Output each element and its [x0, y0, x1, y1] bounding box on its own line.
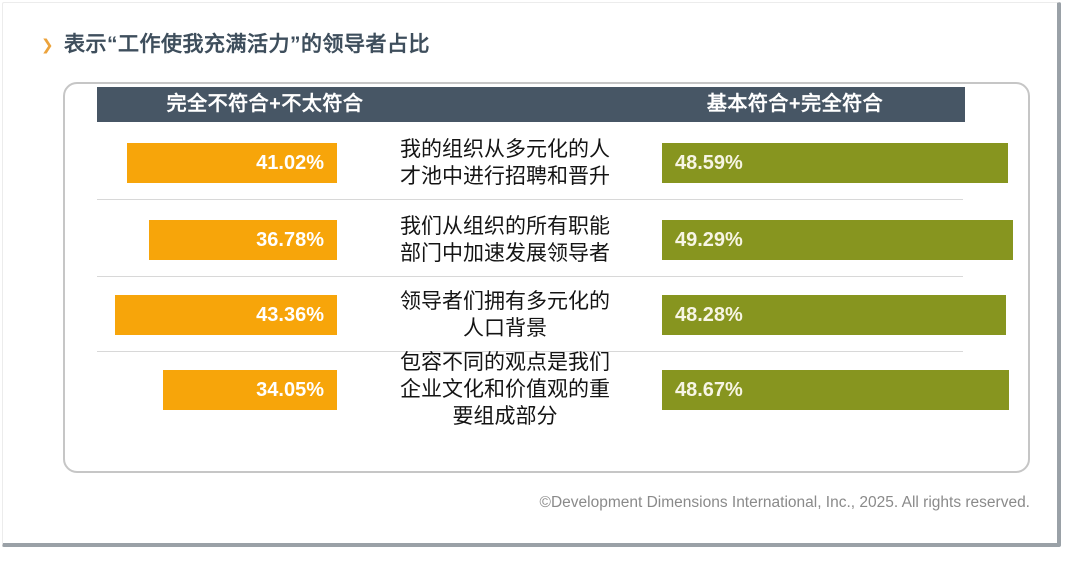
bar-left-row1: 41.02%	[127, 143, 337, 183]
bar-right-row3-value: 48.28%	[675, 303, 743, 326]
copyright-text: ©Development Dimensions International, I…	[539, 494, 1030, 511]
bar-left-row2: 36.78%	[149, 220, 337, 260]
bar-left-row3-value: 43.36%	[256, 303, 324, 326]
statement-row4: 包容不同的观点是我们企业文化和价值观的重要组成部分	[400, 351, 610, 428]
legend-header-bar	[97, 87, 965, 122]
statement-row3: 领导者们拥有多元化的人口背景	[400, 290, 610, 340]
bar-left-row3: 43.36%	[115, 295, 337, 335]
bar-left-row4: 34.05%	[163, 370, 337, 410]
statement-row1: 我的组织从多元化的人才池中进行招聘和晋升	[400, 138, 610, 188]
row-divider	[97, 199, 963, 200]
statement-row2: 我们从组织的所有职能部门中加速发展领导者	[400, 215, 610, 265]
row-divider	[97, 351, 963, 352]
legend-right-label: 基本符合+完全符合	[706, 93, 884, 115]
bar-right-row2: 49.29%	[662, 220, 1013, 260]
bar-left-row1-value: 41.02%	[256, 151, 324, 174]
bar-right-row4: 48.67%	[662, 370, 1009, 410]
page-title: 表示“工作使我充满活力”的领导者占比	[64, 33, 430, 56]
bar-right-row1: 48.59%	[662, 143, 1008, 183]
bar-left-row2-value: 36.78%	[256, 228, 324, 251]
legend-left-label: 完全不符合+不太符合	[166, 93, 364, 115]
bar-left-row4-value: 34.05%	[256, 378, 324, 401]
bar-right-row4-value: 48.67%	[675, 378, 743, 401]
bar-right-row3: 48.28%	[662, 295, 1006, 335]
row-divider	[97, 276, 963, 277]
chevron-right-icon: ❯	[41, 37, 54, 54]
bar-right-row2-value: 49.29%	[675, 228, 743, 251]
bar-right-row1-value: 48.59%	[675, 151, 743, 174]
